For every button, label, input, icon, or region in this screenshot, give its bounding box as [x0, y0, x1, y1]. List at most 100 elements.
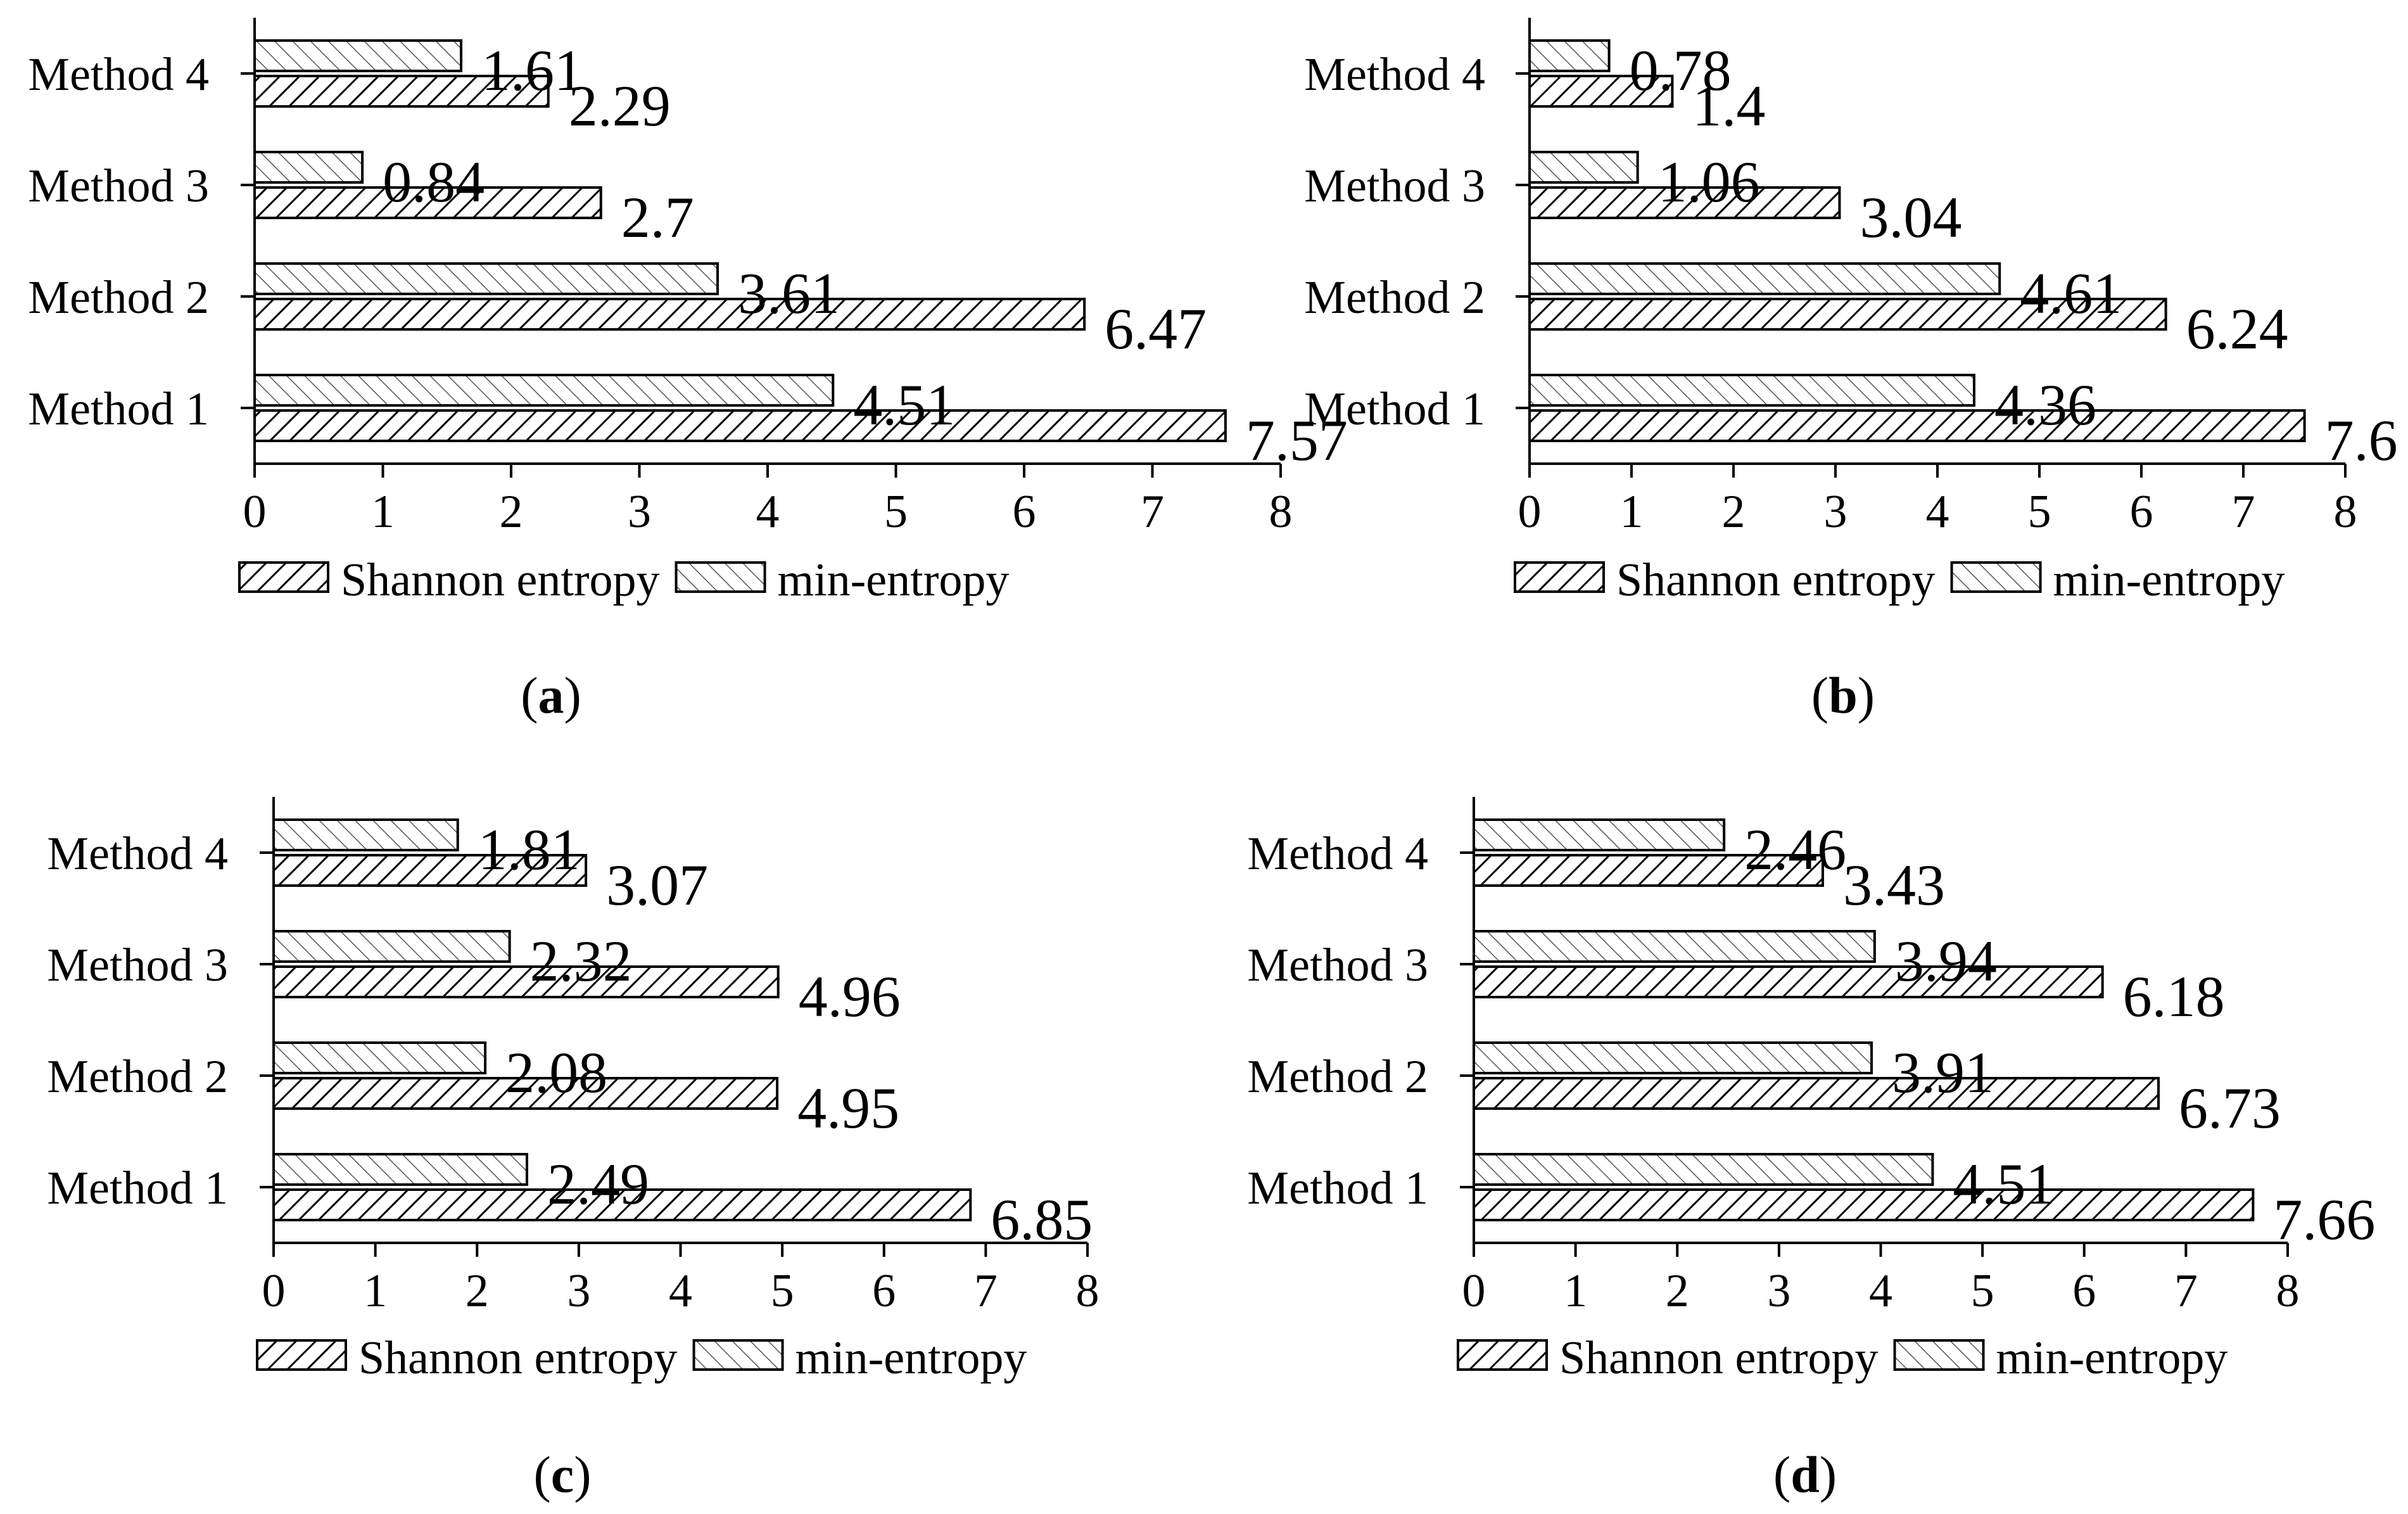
x-tick-label: 6 — [1013, 486, 1036, 538]
category-label: Method 3 — [1247, 939, 1428, 991]
bar-shannon — [253, 298, 1086, 331]
x-tick-label: 7 — [2174, 1265, 2198, 1317]
bar-min — [1528, 151, 1639, 184]
bar-shannon — [253, 186, 602, 219]
data-label-min: 4.61 — [2020, 261, 2122, 326]
legend-swatch-shannon — [1514, 561, 1605, 593]
category-label: Method 1 — [1304, 383, 1485, 435]
x-tick-label: 8 — [2276, 1265, 2300, 1317]
data-label-shannon: 1.4 — [1692, 73, 1765, 138]
x-tick-label: 5 — [2028, 486, 2051, 538]
x-tick-label: 1 — [1620, 486, 1644, 538]
data-label-shannon: 6.24 — [2186, 296, 2288, 361]
legend-swatch-min — [692, 1339, 784, 1371]
legend: Shannon entropy min-entropy — [256, 1332, 1027, 1384]
category-label: Method 3 — [47, 939, 228, 991]
x-tick-label: 2 — [1666, 1265, 1689, 1317]
x-tick-label: 0 — [262, 1265, 286, 1317]
bar-shannon — [1473, 1188, 2255, 1221]
data-label-shannon: 3.43 — [1843, 853, 1945, 917]
data-label-min: 4.51 — [853, 372, 955, 437]
bar-min — [1473, 1041, 1873, 1074]
category-label: Method 3 — [1304, 160, 1485, 212]
panel-caption: (a) — [521, 666, 581, 724]
bar-min — [1473, 930, 1876, 963]
x-tick-label: 0 — [243, 486, 267, 538]
bar-shannon — [1528, 75, 1674, 108]
data-label-shannon: 6.47 — [1105, 296, 1207, 361]
data-label-shannon: 4.95 — [797, 1076, 899, 1140]
data-label-min: 3.61 — [738, 261, 840, 326]
legend-swatch-shannon — [256, 1339, 347, 1371]
x-tick-label: 3 — [1767, 1265, 1790, 1317]
x-tick-label: 7 — [2232, 486, 2255, 538]
panel-caption: (c) — [533, 1446, 591, 1503]
bar-shannon — [272, 1188, 972, 1221]
bar-min — [253, 374, 835, 407]
bar-shannon — [1473, 965, 2104, 998]
bar-min — [272, 818, 459, 851]
bar-shannon — [1528, 409, 2306, 442]
data-label-shannon: 3.04 — [1860, 185, 1961, 250]
bar-shannon — [1473, 854, 1824, 887]
category-label: Method 4 — [1304, 49, 1485, 101]
x-tick-label: 5 — [771, 1265, 794, 1317]
data-label-min: 2.46 — [1744, 817, 1846, 882]
category-label: Method 2 — [1247, 1051, 1428, 1103]
x-tick-label: 6 — [2072, 1265, 2096, 1317]
data-label-shannon: 7.57 — [1246, 408, 1348, 473]
legend: Shannon entropy min-entropy — [1457, 1332, 2228, 1384]
panel-caption: (d) — [1773, 1446, 1837, 1503]
chart-panel-b: 0 1 2 3 4 5 6 7 8 Method 1 7.6 4.36 Method 2 6.24 4.61… — [1304, 18, 2398, 724]
data-label-shannon: 7.6 — [2325, 408, 2398, 473]
x-tick-label: 5 — [884, 486, 908, 538]
bar-shannon — [253, 409, 1227, 442]
data-label-min: 4.51 — [1953, 1152, 2055, 1216]
x-tick-label: 7 — [1141, 486, 1164, 538]
legend-swatch-min — [1893, 1339, 1985, 1371]
x-tick-label: 2 — [1722, 486, 1746, 538]
legend-swatch-min — [675, 561, 766, 593]
bar-shannon — [1473, 1077, 2160, 1110]
legend-label-min: min-entropy — [1996, 1332, 2228, 1384]
x-tick-label: 8 — [2334, 486, 2357, 538]
data-label-min: 4.36 — [1994, 372, 2096, 437]
legend-label-shannon: Shannon entropy — [341, 554, 660, 606]
data-label-shannon: 6.73 — [2179, 1076, 2281, 1140]
legend-swatch-min — [1950, 561, 2042, 593]
bar-min — [1473, 1153, 1934, 1186]
category-label: Method 2 — [1304, 272, 1485, 324]
category-label: Method 2 — [28, 272, 209, 324]
bar-shannon — [253, 75, 550, 108]
x-tick-label: 8 — [1076, 1265, 1099, 1317]
bar-min — [253, 262, 719, 295]
bar-min — [253, 151, 364, 184]
x-tick-label: 8 — [1269, 486, 1293, 538]
data-label-min: 2.49 — [547, 1152, 649, 1216]
x-tick-label: 2 — [500, 486, 523, 538]
chart-panel-a: 0 1 2 3 4 5 6 7 8 Method 1 7.57 4.51 Method 2 6.47 3.6… — [28, 18, 1348, 724]
panel-caption: (b) — [1811, 666, 1875, 724]
bar-min — [253, 39, 463, 72]
data-label-min: 3.91 — [1892, 1040, 1994, 1105]
category-label: Method 1 — [1247, 1162, 1428, 1214]
data-label-min: 0.78 — [1630, 38, 1732, 103]
legend-label-min: min-entropy — [2053, 554, 2285, 606]
bar-shannon — [272, 965, 780, 998]
bar-shannon — [272, 854, 588, 887]
data-label-shannon: 4.96 — [799, 964, 901, 1029]
legend: Shannon entropy min-entropy — [238, 554, 1009, 606]
bar-min — [272, 930, 511, 963]
data-label-shannon: 2.7 — [621, 185, 694, 250]
x-tick-label: 3 — [628, 486, 651, 538]
x-tick-label: 6 — [872, 1265, 896, 1317]
x-tick-label: 4 — [669, 1265, 692, 1317]
bar-shannon — [1528, 298, 2167, 331]
bar-min — [272, 1153, 528, 1186]
x-tick-label: 7 — [974, 1265, 998, 1317]
x-tick-label: 0 — [1462, 1265, 1486, 1317]
data-label-min: 0.84 — [383, 149, 485, 214]
category-label: Method 4 — [1247, 828, 1428, 880]
x-tick-label: 6 — [2130, 486, 2153, 538]
